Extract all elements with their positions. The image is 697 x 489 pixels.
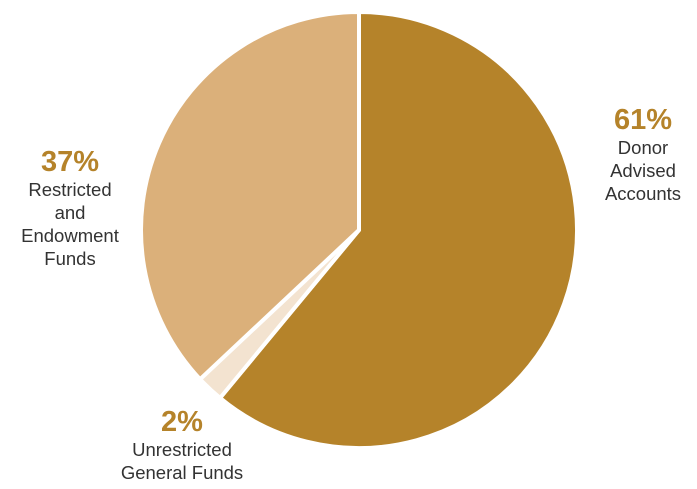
- slice-percent-donor-advised: 61%: [613, 104, 673, 136]
- slice-donor-advised-accounts: [217, 9, 579, 450]
- slice-percent-restricted-endowment: 37%: [40, 146, 100, 178]
- slice-percent-unrestricted: 2%: [161, 406, 203, 438]
- slice-label-donor-advised: 61% Donor Advised Accounts: [588, 104, 697, 205]
- slice-restricted-endowment-funds: [139, 9, 361, 383]
- slice-label-restricted-endowment: 37% Restricted and Endowment Funds: [0, 146, 140, 270]
- slice-desc-restricted-endowment: Restricted and Endowment Funds: [21, 179, 119, 269]
- slice-label-unrestricted: 2% Unrestricted General Funds: [92, 406, 272, 484]
- slice-desc-donor-advised: Donor Advised Accounts: [604, 137, 682, 204]
- slice-desc-unrestricted: Unrestricted General Funds: [120, 439, 244, 483]
